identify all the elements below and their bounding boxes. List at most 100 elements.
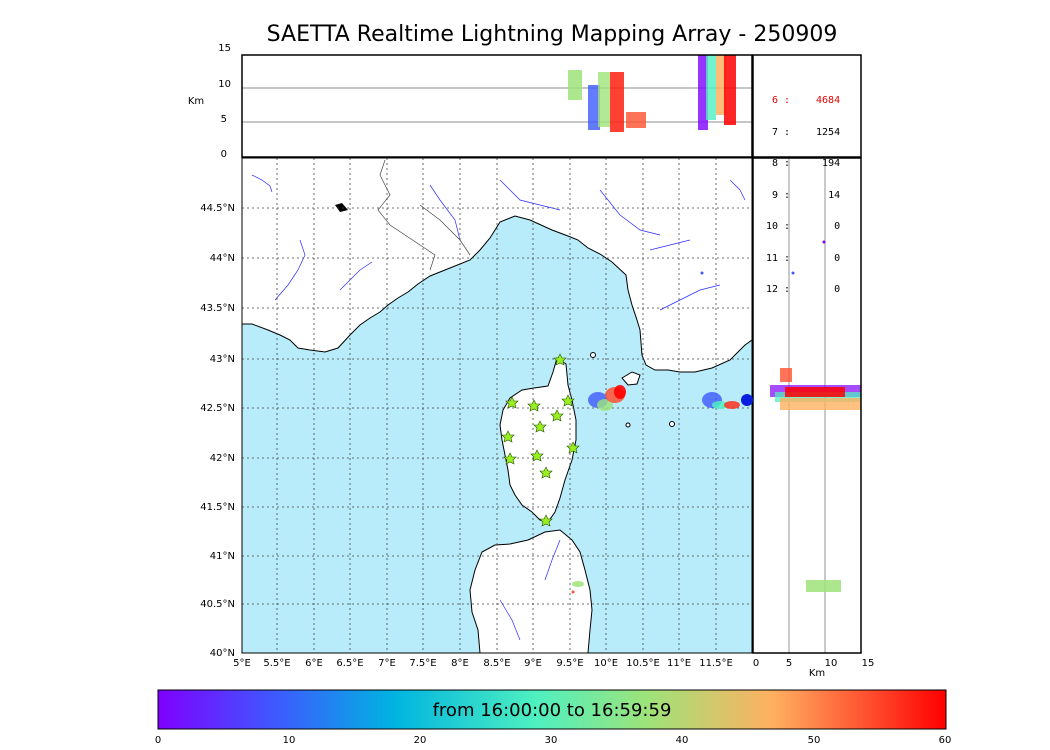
side-xtick: 0: [753, 658, 759, 669]
stats-row: 8 : 194: [760, 158, 841, 170]
lon-tick: 10°E: [594, 658, 618, 669]
lon-tick: 9°E: [524, 658, 542, 669]
stats-row: 11 : 0: [760, 252, 841, 265]
montecristo-island: [625, 422, 631, 428]
map-panel: [242, 158, 752, 653]
side-frame: [752, 157, 862, 654]
station-star: [533, 420, 547, 433]
lat-tick: 44°N: [210, 253, 235, 264]
stats-row: 7 : 1254: [760, 126, 841, 139]
stats-row: 10 : 0: [760, 221, 841, 233]
station-star: [527, 399, 541, 412]
corsica: [499, 357, 577, 523]
altitude-lightning-clusters: [568, 55, 736, 132]
stats-frame: [752, 54, 862, 158]
lon-tick: 5.5°E: [263, 658, 290, 669]
sardinia: [469, 529, 593, 653]
alt-ytick: 10: [218, 79, 231, 90]
lake: [335, 203, 348, 212]
side-xtick: 15: [862, 658, 875, 669]
alt-ytick: 15: [218, 43, 231, 54]
lon-tick: 9.5°E: [556, 658, 583, 669]
lon-tick: 7°E: [378, 658, 396, 669]
colorbar-tick: 50: [808, 735, 821, 746]
side-xtick: 10: [825, 658, 838, 669]
elba-island: [621, 371, 641, 386]
colorbar-caption: from 16:00:00 to 16:59:59: [432, 700, 672, 721]
colorbar-tick: 60: [939, 735, 952, 746]
lon-tick: 7.5°E: [409, 658, 436, 669]
stats-label: 9: [771, 189, 778, 201]
lat-tick: 41.5°N: [200, 502, 235, 513]
stats-row: 12 : 0: [760, 284, 841, 296]
stats-label: 10: [765, 221, 778, 232]
side-xlabel: Km: [809, 668, 825, 679]
colorbar-tick: 0: [155, 735, 161, 746]
colorbar-tick: 30: [545, 735, 558, 746]
station-star: [501, 430, 515, 443]
colorbar-tick: 20: [414, 735, 427, 746]
stats-value: 0: [834, 221, 841, 232]
stats-label: 11: [765, 252, 778, 264]
colorbar: [157, 689, 947, 730]
side-lightning-clusters: [770, 240, 861, 592]
side-panel: [753, 158, 861, 653]
storm-marker: [741, 394, 753, 406]
stats-row: 6 : 4684: [760, 95, 841, 107]
alt-ytick: 0: [221, 149, 227, 160]
lat-tick: 43°N: [210, 354, 235, 365]
stats-value: 14: [828, 189, 841, 201]
colorbar-tick: 10: [283, 735, 296, 746]
stats-row: 9 : 14: [760, 189, 841, 202]
stats-value: 0: [834, 284, 841, 295]
station-star: [503, 452, 517, 465]
lon-tick: 5°E: [233, 658, 251, 669]
station-star: [530, 449, 544, 462]
station-star: [566, 441, 580, 454]
alt-ylabel: Km: [188, 96, 204, 107]
lon-tick: 10.5°E: [626, 658, 660, 669]
lat-tick: 43.5°N: [200, 303, 235, 314]
stats-label: 6: [771, 95, 778, 106]
lat-tick: 42°N: [210, 453, 235, 464]
lon-tick: 8.5°E: [483, 658, 510, 669]
colorbar-tick: 40: [676, 735, 689, 746]
stats-label: 12: [765, 284, 778, 295]
colorbar-ticks: 0 10 20 30 40 50 60: [155, 735, 952, 746]
station-star: [553, 353, 567, 366]
chart-title: SAETTA Realtime Lightning Mapping Array …: [266, 22, 838, 47]
station-markers: [501, 353, 580, 527]
lat-tick: 44.5°N: [200, 203, 235, 214]
station-star: [539, 514, 553, 527]
lon-tick: 11.5°E: [699, 658, 733, 669]
side-xtick: 5: [786, 658, 792, 669]
altitude-panel: [242, 55, 752, 157]
mainland: [242, 158, 752, 373]
lat-tick: 40°N: [210, 648, 235, 659]
borders: [377, 159, 471, 271]
lon-tick: 8°E: [451, 658, 469, 669]
stats-value: 1254: [816, 126, 841, 138]
lat-tick: 41°N: [210, 551, 235, 562]
lon-tick: 11°E: [667, 658, 691, 669]
lon-tick: 6.5°E: [336, 658, 363, 669]
lat-tick: 42.5°N: [200, 403, 235, 414]
stats-label: 8: [771, 158, 778, 169]
station-star: [561, 394, 575, 407]
rivers: [251, 174, 746, 641]
altitude-frame: [241, 54, 753, 158]
stats-value: 194: [822, 158, 841, 169]
lon-tick: 6°E: [305, 658, 323, 669]
map-gridlines: [242, 158, 752, 653]
lat-tick: 40.5°N: [200, 599, 235, 610]
stats-value: 4684: [816, 95, 841, 106]
station-star: [505, 396, 519, 409]
stats-table: 6 : 4684 7 : 1254 8 : 194 9 : 14 10 : 0 …: [760, 75, 840, 306]
stats-value: 0: [834, 252, 841, 264]
capraia-island: [590, 352, 596, 358]
stats-label: 7: [771, 126, 778, 138]
giglio-island: [669, 421, 675, 427]
map-lightning-clusters: [571, 271, 740, 594]
station-star: [550, 409, 564, 422]
